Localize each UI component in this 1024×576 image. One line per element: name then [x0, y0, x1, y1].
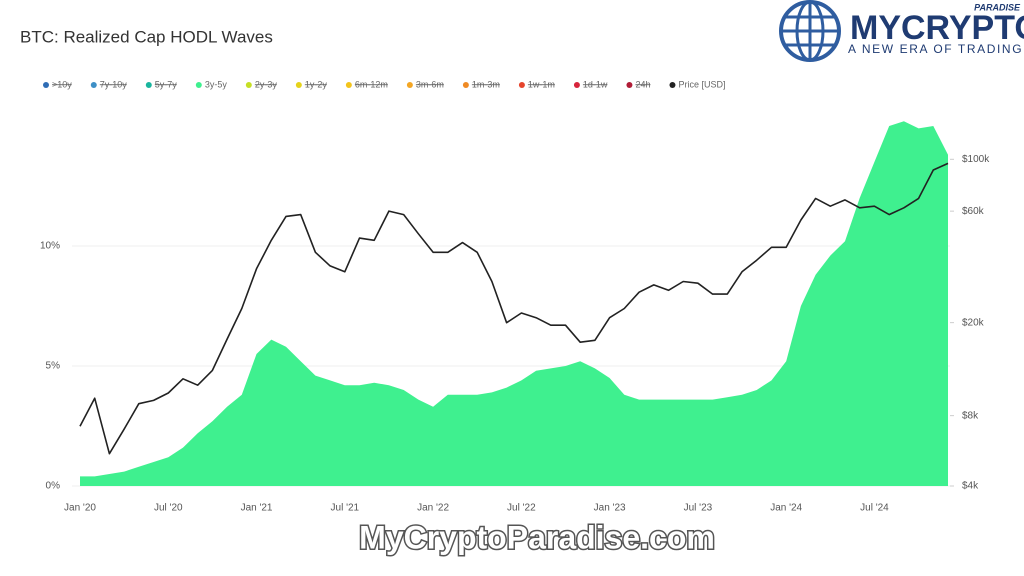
x-tick-label: Jan '20 [64, 503, 96, 514]
y-tick-label: 5% [46, 361, 61, 372]
legend-marker [518, 82, 525, 88]
legend-label: 1d-1w [583, 79, 608, 89]
legend-marker [345, 82, 352, 88]
y2-tick-label: $60k [962, 206, 985, 217]
x-tick-label: Jul '23 [684, 503, 713, 514]
legend-marker [295, 82, 302, 88]
y2-tick-label: $20k [962, 317, 985, 328]
x-tick-label: Jan '21 [241, 503, 273, 514]
logo: MYCRYPTO PARADISE A NEW ERA OF TRADING [779, 0, 1024, 62]
y2-tick-label: $8k [962, 410, 979, 421]
logo-tagline: A NEW ERA OF TRADING [848, 42, 1023, 56]
chart-title: BTC: Realized Cap HODL Waves [20, 27, 273, 46]
legend-marker [245, 82, 252, 88]
x-tick-label: Jul '22 [507, 503, 536, 514]
legend-label: 1m-3m [472, 79, 500, 89]
logo-name: MYCRYPTO [850, 9, 1024, 47]
legend-label: >10y [52, 79, 72, 89]
x-tick-label: Jan '24 [770, 503, 802, 514]
legend-label: 2y-3y [255, 79, 278, 89]
x-tick-label: Jan '23 [594, 503, 626, 514]
y2-tick-label: $4k [962, 481, 979, 492]
x-tick-label: Jul '21 [331, 503, 360, 514]
y-tick-label: 10% [40, 241, 60, 252]
legend-label: 3m-6m [416, 79, 444, 89]
legend-label: 24h [635, 79, 650, 89]
legend-marker [573, 82, 580, 88]
legend-label: 6m-12m [355, 79, 388, 89]
legend-label: 1w-1m [528, 79, 555, 89]
legend-label: 7y-10y [100, 79, 128, 89]
legend-marker [145, 82, 152, 88]
legend-label: 3y-5y [205, 79, 228, 89]
legend-marker [462, 82, 469, 88]
x-tick-label: Jul '24 [860, 503, 889, 514]
logo-sub: PARADISE [974, 2, 1021, 12]
area [80, 121, 948, 486]
legend-label: Price [USD] [678, 79, 725, 89]
legend-label: 5y-7y [155, 79, 178, 89]
watermark: MyCryptoParadise.com [359, 519, 715, 555]
plot: 0% 5% 10% $4k $8k $20k $60k $100k Jan '20 Jul '20… [40, 79, 990, 513]
y-tick-label: 0% [46, 481, 61, 492]
x-tick-label: Jan '22 [417, 503, 449, 514]
legend-marker [406, 82, 413, 88]
legend-marker [195, 82, 202, 88]
legend-label: 1y-2y [305, 79, 328, 89]
legend-marker [669, 82, 676, 88]
legend-marker [90, 82, 97, 88]
x-tick-label: Jul '20 [154, 503, 183, 514]
y2-tick-label: $100k [962, 154, 990, 165]
legend-marker [43, 82, 49, 88]
legend-marker [626, 82, 633, 88]
price-line [79, 162, 949, 455]
